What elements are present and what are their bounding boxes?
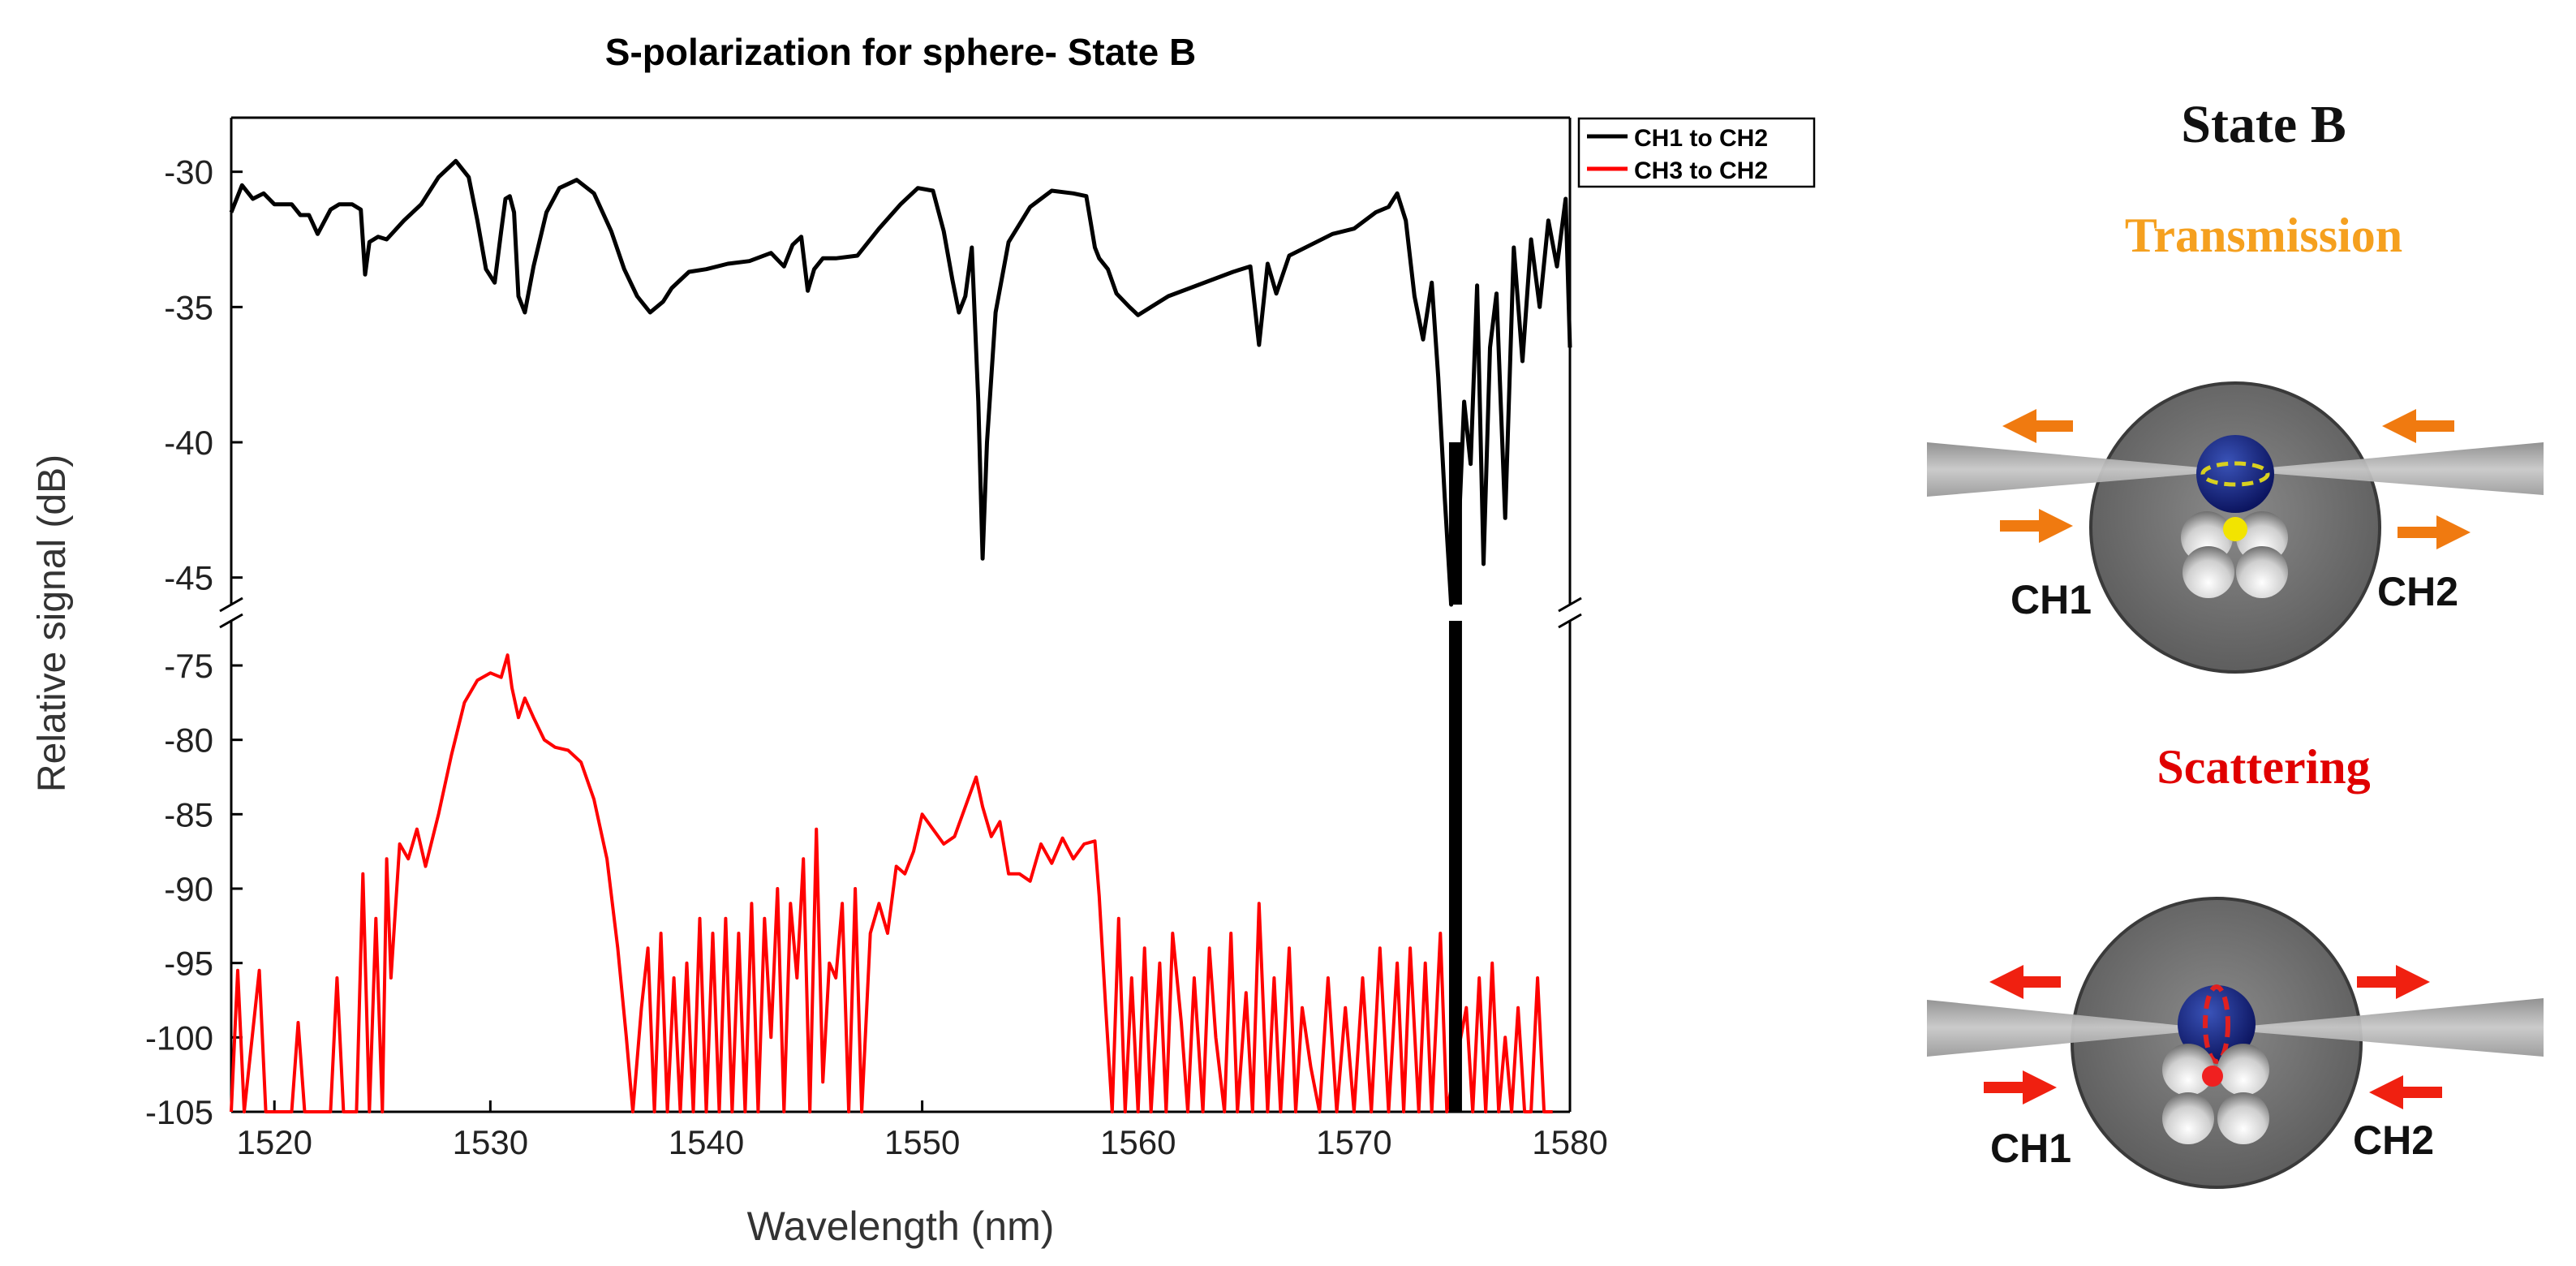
axes [230,116,1572,1113]
arrow-left-icon [1989,965,2061,999]
x-axis-label: Wavelength (nm) [747,1204,1055,1249]
arrow-right-icon [2357,965,2430,999]
x-tick-label: 1580 [1532,1123,1607,1161]
y-tick-label: -80 [164,721,213,760]
scattering-panel: CH1 CH2 [1927,897,2544,1189]
sphere [2178,985,2256,1063]
x-tick-label: 1570 [1316,1123,1391,1161]
ch2-label: CH2 [2377,569,2458,614]
arrow-left-icon [2382,409,2454,443]
y-tick-label: -35 [164,288,213,326]
x-tick-label: 1530 [453,1123,528,1161]
axis-break-marks [219,596,1582,629]
circulation-ring-icon [2203,984,2230,1064]
gap-band-lower [1448,621,1462,1112]
transmission-label: Transmission [2125,209,2402,262]
y-tick-label: -90 [164,870,213,908]
sphere [2196,435,2274,513]
red-dot [2202,1066,2223,1087]
core-hole [2217,1092,2269,1144]
ch1-label: CH1 [2010,577,2092,622]
light-beam [1927,442,2544,497]
plot-series [229,158,1572,1113]
break-mark [1558,596,1582,613]
legend: CH1 to CH2 CH3 to CH2 [1577,117,1816,188]
y-tick-label: -75 [164,647,213,685]
core-hole [2162,1044,2214,1096]
x-tick-label: 1520 [237,1123,312,1161]
transmission-panel: CH1 CH2 [1927,381,2544,674]
yellow-dot [2223,517,2247,541]
arrow-left-icon [2002,409,2073,443]
circulation-ring-icon [2200,461,2270,487]
y-tick-label: -30 [164,153,213,192]
x-tick-label: 1560 [1100,1123,1176,1161]
chart: S-polarization for sphere- State B Relat… [31,31,1816,1249]
chart-title: S-polarization for sphere- State B [605,31,1196,73]
ch1-label: CH1 [1990,1126,2071,1171]
core-hole [2236,546,2288,598]
scattering-label: Scattering [2157,740,2370,794]
arrow-right-icon [2000,509,2073,543]
series-line-ch3-to-ch2 [230,653,1553,1113]
break-mark [219,613,243,629]
break-mark [1558,613,1582,629]
y-tick-label: -85 [164,795,213,833]
y-ticks-lower: -75 -80 -85 -90 -95 -100 -105 [145,647,243,1131]
legend-label-ch1: CH1 to CH2 [1634,125,1768,152]
legend-box [1577,117,1816,188]
gap-band-upper [1448,442,1462,605]
y-tick-label: -40 [164,424,213,462]
state-diagram: State B Transmission Scattering CH1 CH2 [1927,95,2544,1189]
ch2-label: CH2 [2353,1117,2434,1163]
y-tick-label: -95 [164,945,213,983]
y-tick-label: -100 [145,1018,213,1057]
arrow-right-icon [2398,515,2471,549]
core-hole [2162,1092,2214,1144]
series-line-ch1-to-ch2 [229,158,1572,607]
y-ticks-upper: -30 -35 -40 -45 [164,153,243,597]
y-tick-label: -45 [164,559,213,597]
y-axis-label: Relative signal (dB) [31,454,74,792]
arrow-left-icon [2369,1075,2442,1109]
core-hole [2183,546,2234,598]
arrow-right-icon [1984,1070,2057,1105]
x-tick-label: 1550 [884,1123,960,1161]
y-tick-label: -105 [145,1093,213,1131]
x-tick-label: 1540 [669,1123,744,1161]
break-mark [219,596,243,613]
core-hole [2217,1044,2269,1096]
diagram-title: State B [2181,95,2346,154]
legend-label-ch3: CH3 to CH2 [1634,157,1768,184]
